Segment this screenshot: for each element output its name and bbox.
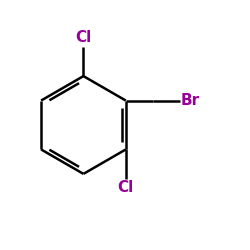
Text: Br: Br	[181, 93, 200, 108]
Text: Cl: Cl	[75, 30, 92, 45]
Text: Cl: Cl	[118, 180, 134, 195]
